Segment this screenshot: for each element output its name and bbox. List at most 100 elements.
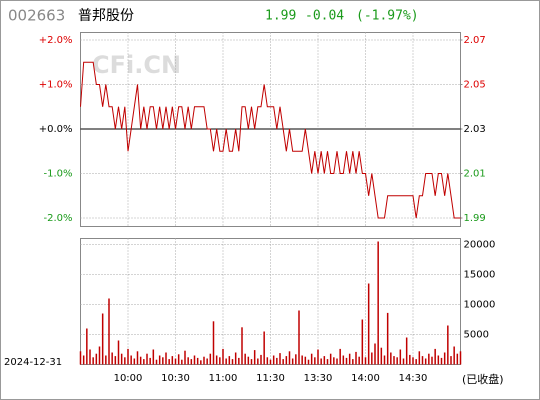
- volume-bar: [111, 352, 113, 365]
- volume-bar: [124, 357, 126, 365]
- volume-bar: [412, 357, 414, 365]
- volume-bar: [301, 355, 303, 365]
- volume-bar: [238, 357, 240, 365]
- volume-bar: [352, 359, 354, 365]
- volume-bar: [314, 357, 316, 365]
- volume-bar: [390, 352, 392, 365]
- y2-tick-label: -1.0%: [43, 169, 72, 180]
- volume-bar: [393, 356, 395, 365]
- volume-bar: [114, 356, 117, 365]
- volume-bar: [367, 283, 370, 365]
- volume-bar: [171, 356, 174, 365]
- volume-bar: [415, 359, 417, 365]
- volume-bar: [342, 355, 345, 365]
- volume-bar: [89, 349, 91, 365]
- volume-bar: [364, 357, 367, 365]
- volume-bar: [383, 355, 386, 365]
- volume-bar: [263, 331, 265, 365]
- volume-bar: [374, 343, 376, 365]
- y-tick-label: 2.07: [464, 35, 486, 46]
- volume-bar: [329, 353, 332, 365]
- volume-bar: [428, 353, 430, 365]
- volume-bar: [253, 350, 256, 365]
- volume-bar: [307, 359, 310, 365]
- volume-bar: [130, 355, 132, 365]
- volume-bar: [260, 354, 262, 365]
- volume-bar: [298, 310, 300, 365]
- y-tick-label: 2.03: [464, 124, 486, 135]
- volume-bar: [146, 353, 148, 365]
- volume-bar: [266, 357, 269, 365]
- y-tick-label: 1.99: [464, 213, 486, 224]
- volume-bar: [431, 356, 433, 365]
- y-tick-label: 20000: [464, 240, 496, 251]
- date-label: 2024-12-31: [4, 357, 62, 368]
- volume-bar: [399, 349, 402, 365]
- volume-bar: [358, 356, 360, 365]
- volume-bar: [339, 348, 341, 365]
- volume-bar: [276, 357, 278, 365]
- volume-bar: [326, 359, 329, 365]
- volume-bar: [120, 353, 123, 365]
- volume-bar: [310, 353, 313, 365]
- volume-bar: [459, 351, 462, 365]
- volume-bar: [127, 348, 129, 365]
- volume-bar: [402, 358, 405, 365]
- volume-bar: [200, 360, 202, 365]
- volume-bar: [361, 319, 364, 365]
- volume-bar: [295, 354, 297, 365]
- volume-bar: [304, 356, 307, 365]
- volume-bar: [139, 356, 142, 365]
- y-tick-label: 10000: [464, 300, 496, 311]
- volume-bar: [345, 357, 348, 365]
- y-tick-label: 2.05: [464, 80, 486, 91]
- volume-bar: [222, 348, 224, 365]
- volume-bar: [184, 350, 186, 365]
- volume-bar: [82, 355, 85, 365]
- volume-bar: [149, 357, 151, 365]
- volume-bar: [136, 351, 139, 365]
- last-price: 1.99: [265, 9, 296, 24]
- x-tick-label: 11:00: [209, 373, 238, 384]
- volume-bar: [133, 358, 136, 365]
- volume-bar: [165, 352, 167, 365]
- volume-bar: [418, 351, 421, 365]
- volume-bar: [105, 355, 107, 365]
- volume-bar: [212, 321, 215, 365]
- price-line: [80, 61, 461, 219]
- y2-tick-label: -2.0%: [43, 213, 72, 224]
- x-tick-label: 14:00: [351, 373, 380, 384]
- volume-bar: [434, 348, 436, 365]
- x-tick-label: 13:30: [304, 373, 333, 384]
- y-tick-label: 2.01: [464, 169, 486, 180]
- y2-tick-label: +1.0%: [39, 80, 73, 91]
- volume-bar: [92, 357, 94, 365]
- volume-bar: [193, 355, 196, 365]
- y-tick-label: 15000: [464, 270, 496, 281]
- volume-bar: [257, 358, 259, 365]
- volume-bar: [380, 347, 383, 365]
- x-tick-label: 11:30: [256, 373, 285, 384]
- volume-bar: [187, 357, 189, 365]
- volume-bar: [437, 355, 440, 365]
- volume-bar: [355, 351, 357, 365]
- volume-bar: [396, 357, 398, 365]
- volume-bar: [219, 357, 221, 365]
- x-tick-label: 10:00: [114, 373, 143, 384]
- volume-bar: [234, 352, 237, 365]
- change-percent: (-1.97%): [356, 9, 419, 24]
- watermark: CFi.CN: [92, 51, 181, 79]
- volume-bar: [206, 358, 208, 365]
- volume-bar: [225, 358, 227, 365]
- volume-bar: [456, 353, 459, 365]
- volume-bar: [279, 353, 281, 365]
- volume-bar: [336, 358, 338, 365]
- volume-bar: [424, 358, 427, 365]
- volume-bar: [155, 359, 158, 365]
- volume-bar: [174, 358, 177, 365]
- volume-bar: [405, 337, 408, 365]
- price-change: -0.04: [305, 9, 344, 24]
- volume-bar: [323, 356, 326, 365]
